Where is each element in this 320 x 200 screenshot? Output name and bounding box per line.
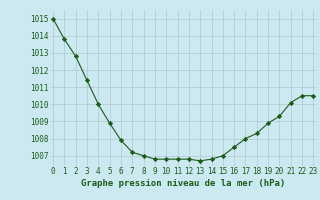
- X-axis label: Graphe pression niveau de la mer (hPa): Graphe pression niveau de la mer (hPa): [81, 179, 285, 188]
